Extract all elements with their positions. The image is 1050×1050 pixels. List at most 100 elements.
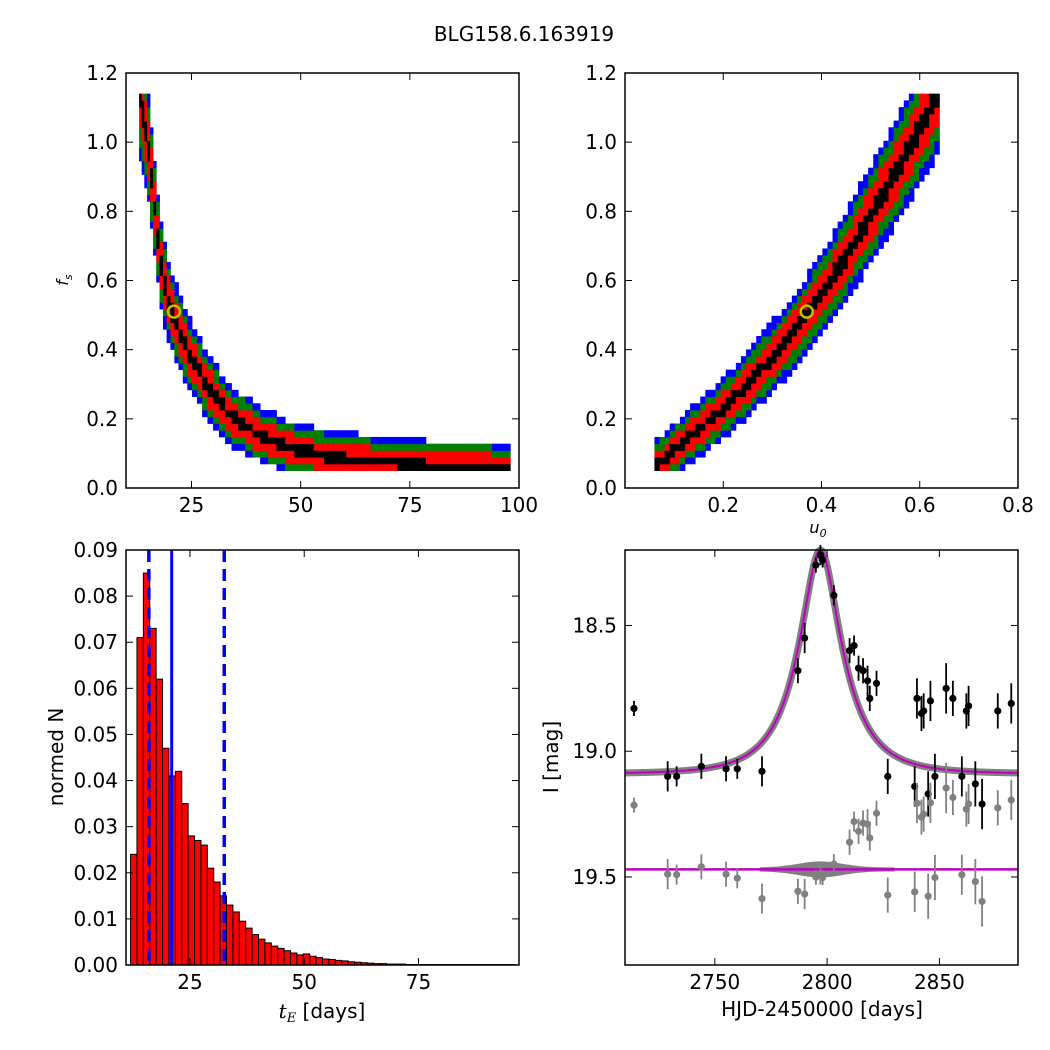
confidence-cell: [746, 376, 752, 384]
confidence-cell: [761, 349, 767, 357]
histogram-bar: [187, 835, 196, 966]
confidence-cell: [898, 187, 905, 196]
data-point: [958, 772, 966, 780]
confidence-cell: [334, 436, 347, 445]
confidence-cell: [852, 235, 859, 243]
confidence-cell: [786, 329, 793, 337]
confidence-cell: [174, 356, 179, 364]
confidence-cell: [730, 416, 737, 424]
confidence-cell: [159, 282, 164, 290]
confidence-cell: [313, 457, 325, 465]
confidence-cell: [695, 443, 701, 451]
confidence-cell: [868, 255, 874, 263]
y-tick-label: 1.2: [86, 61, 118, 85]
confidence-cell: [786, 309, 793, 317]
confidence-cell: [751, 396, 757, 404]
confidence-cell: [153, 201, 157, 209]
confidence-cell: [878, 201, 884, 209]
confidence-cell: [740, 376, 747, 384]
confidence-cell: [139, 100, 143, 108]
confidence-cell: [358, 436, 371, 445]
confidence-cell: [771, 362, 777, 371]
confidence-cell: [370, 443, 384, 451]
panel-fs-vs-u0: 0.2 0.4 0.6 0.8 0.0 0.2 0.4 0.6 0.8 1.0 1.2 u0: [585, 61, 1034, 540]
confidence-cell: [883, 228, 889, 236]
y-tick-label: 0.04: [73, 769, 118, 793]
confidence-cell: [334, 463, 347, 472]
confidence-cell: [776, 315, 783, 323]
confidence-cell: [715, 423, 722, 431]
confidence-cell: [898, 160, 905, 169]
confidence-cell: [196, 389, 203, 397]
y-tick-label: 0.6: [585, 269, 617, 293]
confidence-cell: [202, 383, 208, 391]
residual-point: [884, 891, 892, 899]
confidence-cell: [868, 187, 874, 196]
confidence-cell: [144, 93, 148, 101]
confidence-cell: [182, 309, 188, 317]
confidence-cell: [883, 147, 889, 155]
data-point: [859, 667, 867, 675]
confidence-cell: [817, 295, 823, 303]
confidence-cell: [919, 127, 925, 135]
confidence-cell: [878, 187, 884, 196]
confidence-cell: [166, 302, 171, 310]
confidence-cell: [827, 268, 833, 276]
confidence-cell: [903, 140, 910, 148]
confidence-cell: [740, 410, 747, 418]
confidence-cell: [924, 147, 930, 155]
confidence-cell: [893, 167, 900, 175]
confidence-cell: [192, 342, 198, 350]
confidence-cell: [679, 430, 686, 438]
confidence-cell: [144, 113, 148, 121]
confidence-cell: [187, 362, 193, 371]
confidence-cell: [207, 396, 214, 404]
confidence-cell: [710, 436, 716, 445]
confidence-cell: [170, 288, 175, 296]
confidence-cell: [873, 208, 879, 216]
confidence-cell: [751, 389, 757, 397]
plot-frame: [125, 72, 520, 489]
histogram-bar: [277, 947, 285, 966]
confidence-cell: [735, 416, 742, 424]
confidence-cell: [924, 127, 930, 135]
confidence-cell: [710, 389, 716, 397]
confidence-cell: [827, 302, 833, 310]
confidence-cell: [756, 389, 762, 397]
y-tick-label: 0.07: [73, 630, 118, 654]
confidence-cell: [796, 342, 803, 350]
confidence-cell: [863, 208, 869, 216]
confidence-cell: [303, 436, 315, 445]
confidence-cell: [919, 147, 925, 155]
confidence-cell: [924, 154, 930, 162]
confidence-cell: [888, 208, 895, 216]
confidence-cell: [898, 174, 905, 182]
confidence-cell: [260, 423, 269, 431]
confidence-cell: [303, 463, 315, 472]
confidence-cell: [893, 160, 900, 169]
confidence-cell: [852, 275, 859, 283]
confidence-cell: [776, 342, 783, 350]
confidence-cell: [695, 416, 701, 424]
confidence-cell: [893, 147, 900, 155]
confidence-cell: [720, 430, 727, 438]
confidence-cell: [153, 194, 157, 202]
confidence-cell: [781, 369, 788, 377]
confidence-cell: [192, 349, 198, 357]
confidence-cell: [735, 403, 742, 411]
confidence-cell: [888, 228, 895, 236]
y-axis-label: fs: [53, 274, 75, 286]
confidence-cell: [150, 221, 154, 229]
confidence-cell: [192, 335, 198, 344]
confidence-cell: [812, 309, 818, 317]
confidence-cell: [725, 396, 732, 404]
confidence-cell: [213, 369, 220, 377]
confidence-cell: [303, 443, 315, 451]
confidence-cell: [888, 201, 895, 209]
confidence-cell: [268, 423, 277, 431]
confidence-cell: [705, 423, 711, 431]
confidence-cell: [144, 120, 148, 128]
confidence-cell: [761, 362, 767, 371]
confidence-cell: [162, 275, 168, 283]
confidence-cell: [934, 100, 940, 108]
